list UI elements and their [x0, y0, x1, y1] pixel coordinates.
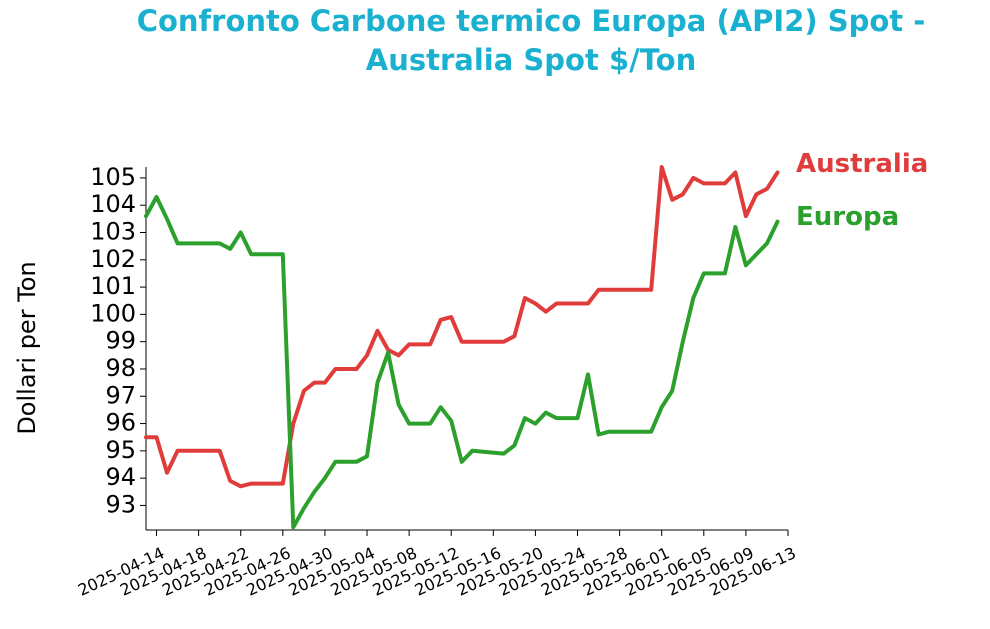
y-tick-label: 101	[90, 272, 136, 300]
y-tick-label: 104	[90, 190, 136, 218]
y-tick-label: 98	[105, 354, 136, 382]
y-tick-label: 99	[105, 327, 136, 355]
y-tick-label: 97	[105, 381, 136, 409]
series-line	[144, 165, 780, 489]
legend-label: Europa	[796, 202, 899, 232]
y-tick-label: 93	[105, 490, 136, 518]
y-tick-label: 102	[90, 245, 136, 273]
y-tick-label: 103	[90, 218, 136, 246]
y-tick-label: 95	[105, 436, 136, 464]
chart-title: Confronto Carbone termico Europa (API2) …	[136, 4, 926, 77]
y-tick-label: 100	[90, 299, 136, 327]
y-tick-label: 94	[105, 463, 136, 491]
y-axis-label: Dollari per Ton	[13, 261, 41, 434]
legend-label: Australia	[796, 149, 928, 179]
series-line	[144, 195, 780, 530]
y-tick-label: 96	[105, 409, 136, 437]
y-tick-label: 105	[90, 163, 136, 191]
